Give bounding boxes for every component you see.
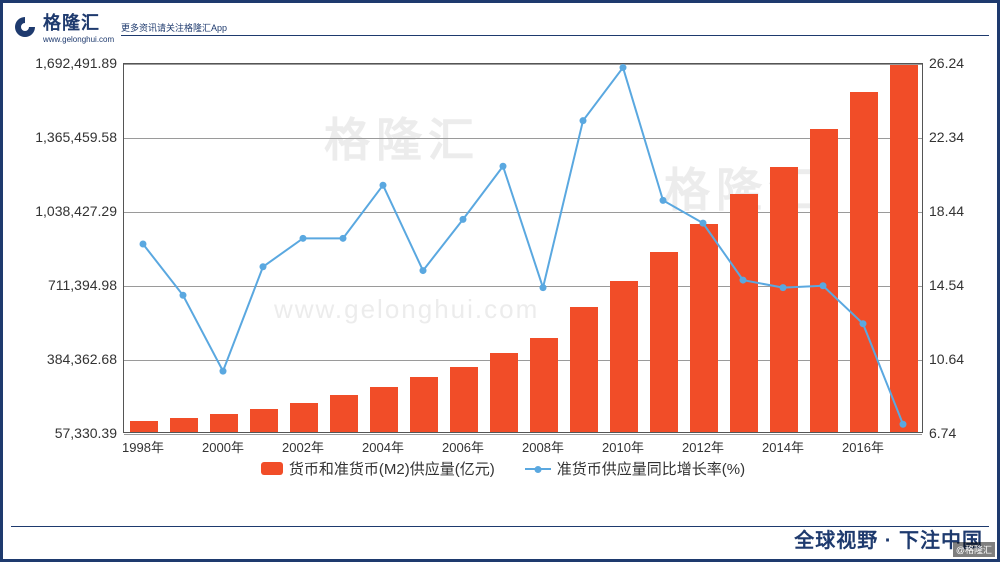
line-marker: [460, 216, 467, 223]
x-label: 2012年: [682, 437, 724, 456]
brand-header: 格隆汇 www.gelonghui.com: [13, 9, 114, 44]
line-marker: [700, 220, 707, 227]
gridline: [124, 434, 922, 435]
x-label: 2002年: [282, 437, 324, 456]
legend-line-label: 准货币供应量同比增长率(%): [557, 458, 745, 479]
footer-handle: @格隆汇: [953, 542, 995, 557]
line-marker: [820, 282, 827, 289]
y-right-label: 10.64: [929, 351, 964, 367]
brand-tagline: 更多资讯请关注格隆汇App: [121, 21, 227, 34]
line-series: [143, 68, 903, 425]
x-label: 2016年: [842, 437, 884, 456]
legend-line: 准货币供应量同比增长率(%): [525, 458, 745, 479]
legend: 货币和准货币(M2)供应量(亿元) 准货币供应量同比增长率(%): [3, 458, 1000, 479]
y-right-label: 14.54: [929, 277, 964, 293]
legend-bar-swatch: [261, 462, 283, 475]
x-label: 2004年: [362, 437, 404, 456]
brand-url: www.gelonghui.com: [43, 35, 114, 44]
y-right-label: 22.34: [929, 129, 964, 145]
line-marker: [860, 320, 867, 327]
line-marker: [740, 277, 747, 284]
x-label: 2010年: [602, 437, 644, 456]
legend-bar-label: 货币和准货币(M2)供应量(亿元): [289, 458, 495, 479]
line-marker: [780, 284, 787, 291]
line-marker: [500, 163, 507, 170]
y-left-label: 1,365,459.58: [35, 129, 117, 145]
logo-icon: [13, 15, 37, 39]
x-label: 2014年: [762, 437, 804, 456]
line-marker: [900, 421, 907, 428]
line-overlay: [123, 63, 923, 433]
x-label: 2000年: [202, 437, 244, 456]
line-marker: [380, 182, 387, 189]
line-marker: [260, 263, 267, 270]
y-right-label: 26.24: [929, 55, 964, 71]
line-marker: [420, 267, 427, 274]
x-label: 1998年: [122, 437, 164, 456]
line-marker: [300, 235, 307, 242]
x-label: 2006年: [442, 437, 484, 456]
legend-bar: 货币和准货币(M2)供应量(亿元): [261, 458, 495, 479]
header-divider: [121, 35, 989, 36]
y-left-label: 1,692,491.89: [35, 55, 117, 71]
y-right-label: 18.44: [929, 203, 964, 219]
main-chart: 格隆汇 格隆汇 www.gelonghui.com 57,330.396.743…: [123, 63, 923, 433]
line-marker: [220, 368, 227, 375]
page-frame: 格隆汇 www.gelonghui.com 更多资讯请关注格隆汇App 格隆汇 …: [0, 0, 1000, 562]
line-marker: [340, 235, 347, 242]
line-marker: [580, 117, 587, 124]
line-marker: [620, 64, 627, 71]
y-left-label: 384,362.68: [47, 351, 117, 367]
legend-line-swatch: [525, 468, 551, 470]
x-label: 2008年: [522, 437, 564, 456]
y-left-label: 57,330.39: [55, 425, 117, 441]
y-right-label: 6.74: [929, 425, 956, 441]
line-marker: [140, 241, 147, 248]
line-marker: [540, 284, 547, 291]
line-marker: [660, 197, 667, 204]
y-left-label: 711,394.98: [48, 277, 117, 293]
y-left-label: 1,038,427.29: [35, 203, 117, 219]
line-marker: [180, 292, 187, 299]
brand-name: 格隆汇: [43, 9, 114, 35]
